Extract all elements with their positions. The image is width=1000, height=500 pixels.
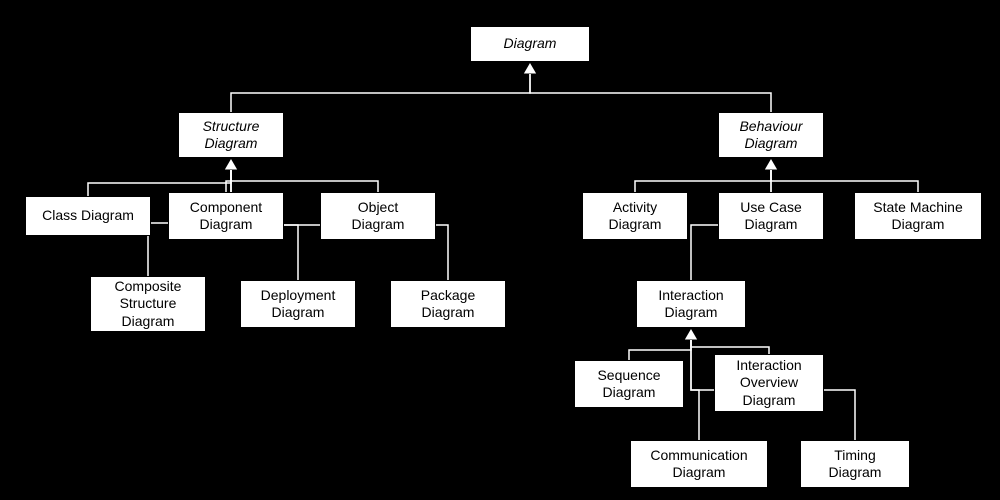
node-sequence: SequenceDiagram: [574, 360, 684, 408]
node-label: CompositeStructureDiagram: [115, 278, 182, 331]
edge-object-to-structure: [231, 170, 378, 192]
node-label: ComponentDiagram: [190, 199, 262, 234]
node-timing: TimingDiagram: [800, 440, 910, 488]
node-label: CommunicationDiagram: [650, 447, 747, 482]
edge-statemachine-to-behaviour: [771, 170, 918, 192]
node-label: InteractionOverviewDiagram: [736, 357, 801, 410]
node-label: DeploymentDiagram: [261, 287, 336, 322]
edge-sequence-to-interaction: [629, 340, 691, 360]
node-communication: CommunicationDiagram: [630, 440, 768, 488]
generalization-arrow: [764, 158, 778, 170]
node-statemachine: State MachineDiagram: [854, 192, 982, 240]
edge-component-to-structure: [226, 170, 231, 192]
node-package: PackageDiagram: [390, 280, 506, 328]
node-label: TimingDiagram: [829, 447, 882, 482]
node-label: State MachineDiagram: [873, 199, 963, 234]
generalization-arrow: [684, 328, 698, 340]
node-label: PackageDiagram: [421, 287, 475, 322]
edge-layer: [0, 0, 1000, 500]
node-behaviour: BehaviourDiagram: [718, 112, 824, 158]
node-composite: CompositeStructureDiagram: [90, 276, 206, 332]
node-object: ObjectDiagram: [320, 192, 436, 240]
edge-activity-to-behaviour: [635, 170, 771, 192]
node-label: Diagram: [504, 35, 557, 53]
node-label: InteractionDiagram: [658, 287, 723, 322]
edge-interactionoverview-to-interaction: [691, 340, 769, 354]
node-label: StructureDiagram: [203, 118, 260, 153]
edge-communication-to-interaction: [691, 340, 699, 440]
node-label: Use CaseDiagram: [740, 199, 801, 234]
node-label: ObjectDiagram: [352, 199, 405, 234]
edge-structure-to-diagram: [231, 74, 530, 112]
node-label: Class Diagram: [42, 207, 134, 225]
generalization-arrow: [523, 62, 537, 74]
node-component: ComponentDiagram: [168, 192, 284, 240]
node-label: BehaviourDiagram: [739, 118, 802, 153]
node-deployment: DeploymentDiagram: [240, 280, 356, 328]
node-activity: ActivityDiagram: [582, 192, 688, 240]
node-structure: StructureDiagram: [178, 112, 284, 158]
node-usecase: Use CaseDiagram: [718, 192, 824, 240]
node-class: Class Diagram: [25, 196, 151, 236]
node-diagram: Diagram: [470, 26, 590, 62]
edge-behaviour-to-diagram: [530, 74, 771, 112]
node-label: ActivityDiagram: [609, 199, 662, 234]
node-interactionoverview: InteractionOverviewDiagram: [714, 354, 824, 412]
node-label: SequenceDiagram: [597, 367, 660, 402]
generalization-arrow: [224, 158, 238, 170]
node-interaction: InteractionDiagram: [636, 280, 746, 328]
